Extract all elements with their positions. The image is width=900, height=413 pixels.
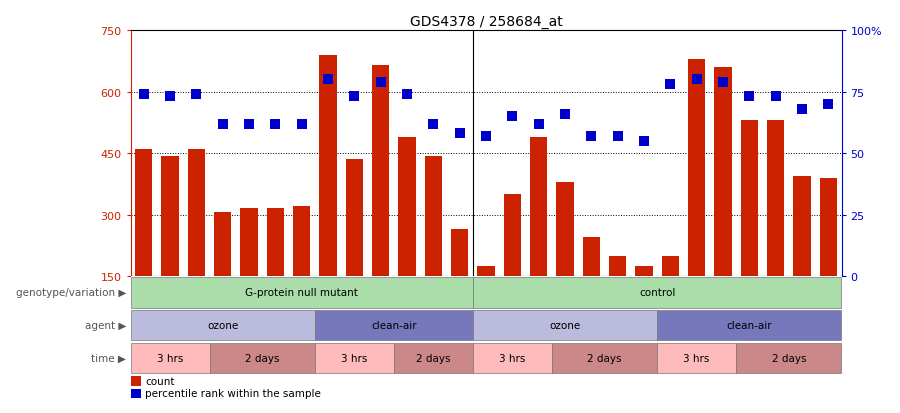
FancyBboxPatch shape [210, 343, 315, 373]
Text: count: count [145, 376, 175, 386]
Text: percentile rank within the sample: percentile rank within the sample [145, 389, 320, 399]
Bar [530, 137, 547, 276]
Bar [556, 182, 573, 276]
Point [400, 91, 414, 98]
FancyBboxPatch shape [130, 343, 210, 373]
Text: 3 hrs: 3 hrs [157, 353, 184, 363]
Point [453, 131, 467, 138]
FancyBboxPatch shape [657, 343, 736, 373]
Text: 2 days: 2 days [771, 353, 806, 363]
Text: 2 days: 2 days [587, 353, 622, 363]
Bar [741, 121, 758, 276]
Point [137, 91, 151, 98]
Point [163, 94, 177, 100]
Text: G-protein null mutant: G-protein null mutant [245, 288, 358, 298]
Point [637, 138, 652, 145]
FancyBboxPatch shape [315, 343, 394, 373]
Point [374, 79, 388, 86]
Text: time ▶: time ▶ [91, 353, 126, 363]
Text: clean-air: clean-air [726, 320, 772, 330]
Point [584, 133, 598, 140]
Point [426, 121, 440, 128]
Bar [293, 206, 310, 276]
Bar [609, 256, 626, 276]
Text: clean-air: clean-air [371, 320, 417, 330]
Bar [399, 137, 416, 276]
Bar [451, 229, 468, 276]
Text: control: control [639, 288, 675, 298]
Point [689, 77, 704, 83]
Point [320, 77, 335, 83]
FancyBboxPatch shape [130, 311, 315, 340]
Bar [320, 55, 337, 276]
Point [558, 111, 572, 118]
Point [294, 121, 309, 128]
Text: genotype/variation ▶: genotype/variation ▶ [15, 288, 126, 298]
Bar [346, 160, 363, 276]
Bar [425, 157, 442, 276]
Bar [662, 256, 679, 276]
Bar [266, 209, 284, 276]
FancyBboxPatch shape [552, 343, 657, 373]
Text: 3 hrs: 3 hrs [683, 353, 710, 363]
Bar [635, 266, 652, 276]
Text: 2 days: 2 days [245, 353, 279, 363]
Bar [240, 209, 257, 276]
Bar [372, 66, 389, 276]
Point [716, 79, 730, 86]
FancyBboxPatch shape [472, 343, 552, 373]
Bar [688, 59, 706, 276]
FancyBboxPatch shape [736, 343, 842, 373]
Point [215, 121, 230, 128]
Bar [135, 150, 152, 276]
Text: 3 hrs: 3 hrs [341, 353, 367, 363]
Point [795, 106, 809, 113]
Point [742, 94, 757, 100]
Bar [767, 121, 784, 276]
Point [663, 82, 678, 88]
Text: ozone: ozone [207, 320, 238, 330]
Point [505, 114, 519, 120]
Bar [715, 68, 732, 276]
Point [479, 133, 493, 140]
Point [769, 94, 783, 100]
Point [610, 133, 625, 140]
Point [242, 121, 256, 128]
Bar [794, 176, 811, 276]
Bar [188, 150, 205, 276]
Bar [477, 266, 495, 276]
Text: ozone: ozone [549, 320, 580, 330]
Text: agent ▶: agent ▶ [85, 320, 126, 330]
FancyBboxPatch shape [130, 278, 472, 308]
FancyBboxPatch shape [315, 311, 472, 340]
Text: 2 days: 2 days [416, 353, 451, 363]
Bar [161, 157, 178, 276]
Text: 3 hrs: 3 hrs [500, 353, 526, 363]
Bar [583, 237, 600, 276]
FancyBboxPatch shape [394, 343, 472, 373]
FancyBboxPatch shape [657, 311, 842, 340]
Point [347, 94, 362, 100]
Bar [214, 213, 231, 276]
Point [821, 101, 835, 108]
FancyBboxPatch shape [472, 311, 657, 340]
Bar [820, 178, 837, 276]
Title: GDS4378 / 258684_at: GDS4378 / 258684_at [410, 14, 562, 28]
Point [268, 121, 283, 128]
Point [189, 91, 203, 98]
Point [532, 121, 546, 128]
Bar [504, 195, 521, 276]
FancyBboxPatch shape [472, 278, 842, 308]
